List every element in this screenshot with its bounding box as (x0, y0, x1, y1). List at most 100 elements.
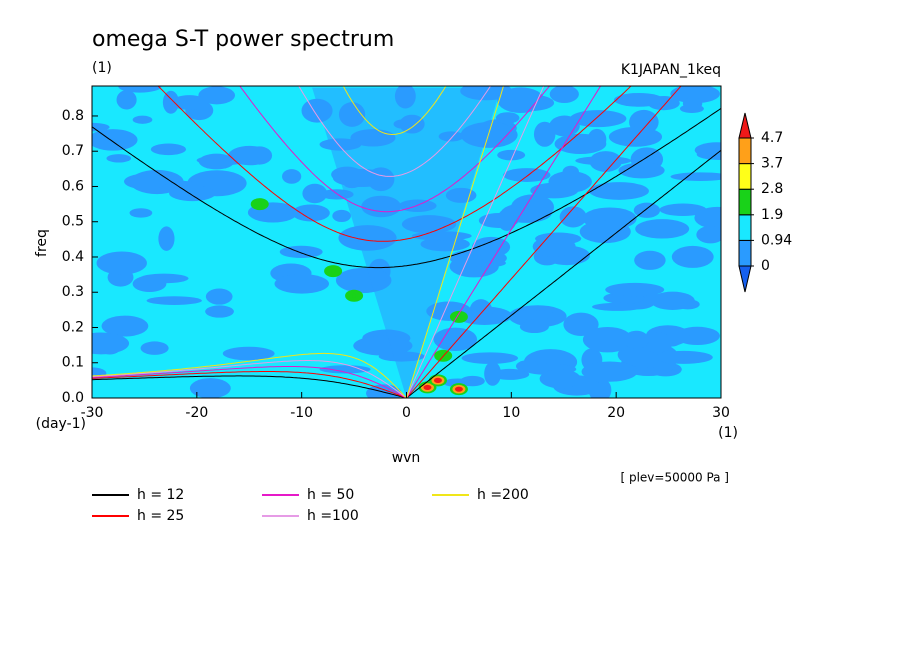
dispersion-curve (92, 360, 407, 398)
field-patch (461, 352, 518, 364)
field-patch (549, 86, 579, 103)
colorbar-cell (738, 214, 752, 241)
field-patch (605, 282, 665, 297)
field-patch (581, 361, 638, 382)
field-patch (671, 245, 714, 268)
field-patch (319, 365, 371, 374)
field-patch (433, 327, 478, 351)
curves (92, 86, 721, 398)
field-patch (274, 273, 329, 294)
field-patch (132, 115, 153, 124)
x-tick-label: -20 (185, 405, 208, 421)
colorbar-label: 2.8 (761, 181, 783, 197)
peak (352, 293, 357, 298)
field-patch (563, 312, 599, 337)
field-patch (116, 90, 137, 110)
x-tick-label: -10 (290, 405, 313, 421)
colorbar-cell (738, 188, 752, 216)
chart-subtitle: (1) (92, 60, 112, 76)
field-patch (162, 90, 179, 114)
field-patch (140, 341, 169, 355)
colorbar-label: 0.94 (761, 232, 792, 248)
field-patch (495, 112, 520, 124)
field-patch (582, 326, 633, 353)
field-patch (92, 129, 138, 151)
legend-label: h = 12 (137, 487, 184, 503)
field-patch (228, 145, 272, 166)
field-patch (635, 219, 690, 239)
colorbar-triangle (738, 265, 752, 293)
field-patch (106, 154, 132, 163)
colorbar-label: 4.7 (761, 130, 783, 146)
field-patch (150, 143, 187, 156)
colorbar-label: 1.9 (761, 207, 783, 223)
field-patch (469, 299, 493, 324)
y-tick-label: 0.4 (62, 249, 84, 265)
field (92, 86, 721, 398)
field-patch (592, 302, 643, 311)
field-patch (519, 320, 549, 334)
x-axis-label: wvn (392, 450, 421, 466)
field-patch (533, 121, 556, 147)
field-patch (478, 213, 519, 229)
field-patch (608, 126, 663, 147)
y-tick-label: 0.2 (62, 319, 84, 335)
field-patch (670, 172, 721, 182)
field-patch (575, 156, 632, 166)
field-patch (579, 220, 631, 244)
field-patch (696, 226, 721, 244)
dispersion-curve (406, 86, 602, 398)
field-patch (337, 275, 356, 289)
field-patch (198, 153, 235, 170)
field-patch (659, 203, 707, 217)
field-patch (92, 122, 110, 132)
peak (456, 387, 461, 392)
y-axis-label: freq (34, 229, 50, 257)
field-patch (443, 378, 473, 387)
peak (435, 378, 440, 383)
field-patch (634, 250, 666, 270)
colorbar-label: 3.7 (761, 156, 783, 172)
field-patch (623, 330, 649, 349)
field-patch (92, 332, 130, 355)
field-patch (124, 173, 168, 190)
x-tick-label: 30 (712, 405, 730, 421)
dispersion-curve (406, 86, 545, 398)
dispersion-curve (406, 86, 682, 398)
field-patch (654, 350, 713, 364)
field-patch (548, 170, 592, 193)
dispersion-curve (92, 352, 407, 398)
field-patch (470, 258, 506, 268)
field-patch (139, 273, 189, 284)
y-tick-label: 0.0 (62, 390, 84, 406)
dispersion-curve (92, 375, 407, 398)
dispersion-curve (92, 366, 407, 398)
dispersion-curve (406, 86, 505, 398)
field-patch (618, 162, 665, 179)
y-tick-label: 0.3 (62, 284, 84, 300)
field-patch (554, 133, 607, 155)
field-patch (101, 315, 149, 337)
field-patch (679, 104, 704, 113)
field-patch (96, 251, 147, 275)
y-tick-label: 0.6 (62, 178, 84, 194)
field-patch (129, 208, 153, 218)
legend-label: h = 25 (137, 508, 184, 524)
field-patch (497, 149, 526, 161)
field-patch (512, 309, 556, 320)
dispersion-curve (92, 371, 407, 398)
field-patch (511, 194, 555, 220)
field-patch (613, 92, 664, 107)
peak (331, 269, 336, 274)
field-patch (169, 185, 216, 202)
colorbar-label: 0 (761, 258, 770, 274)
x-tick-label: -30 (81, 405, 104, 421)
field-patch (539, 369, 581, 389)
x-tick-label: 0 (402, 405, 411, 421)
field-patch (559, 206, 587, 228)
field-patch (279, 245, 323, 258)
field-patch (158, 226, 175, 251)
field-patch (694, 206, 721, 229)
field-patch (694, 142, 721, 158)
